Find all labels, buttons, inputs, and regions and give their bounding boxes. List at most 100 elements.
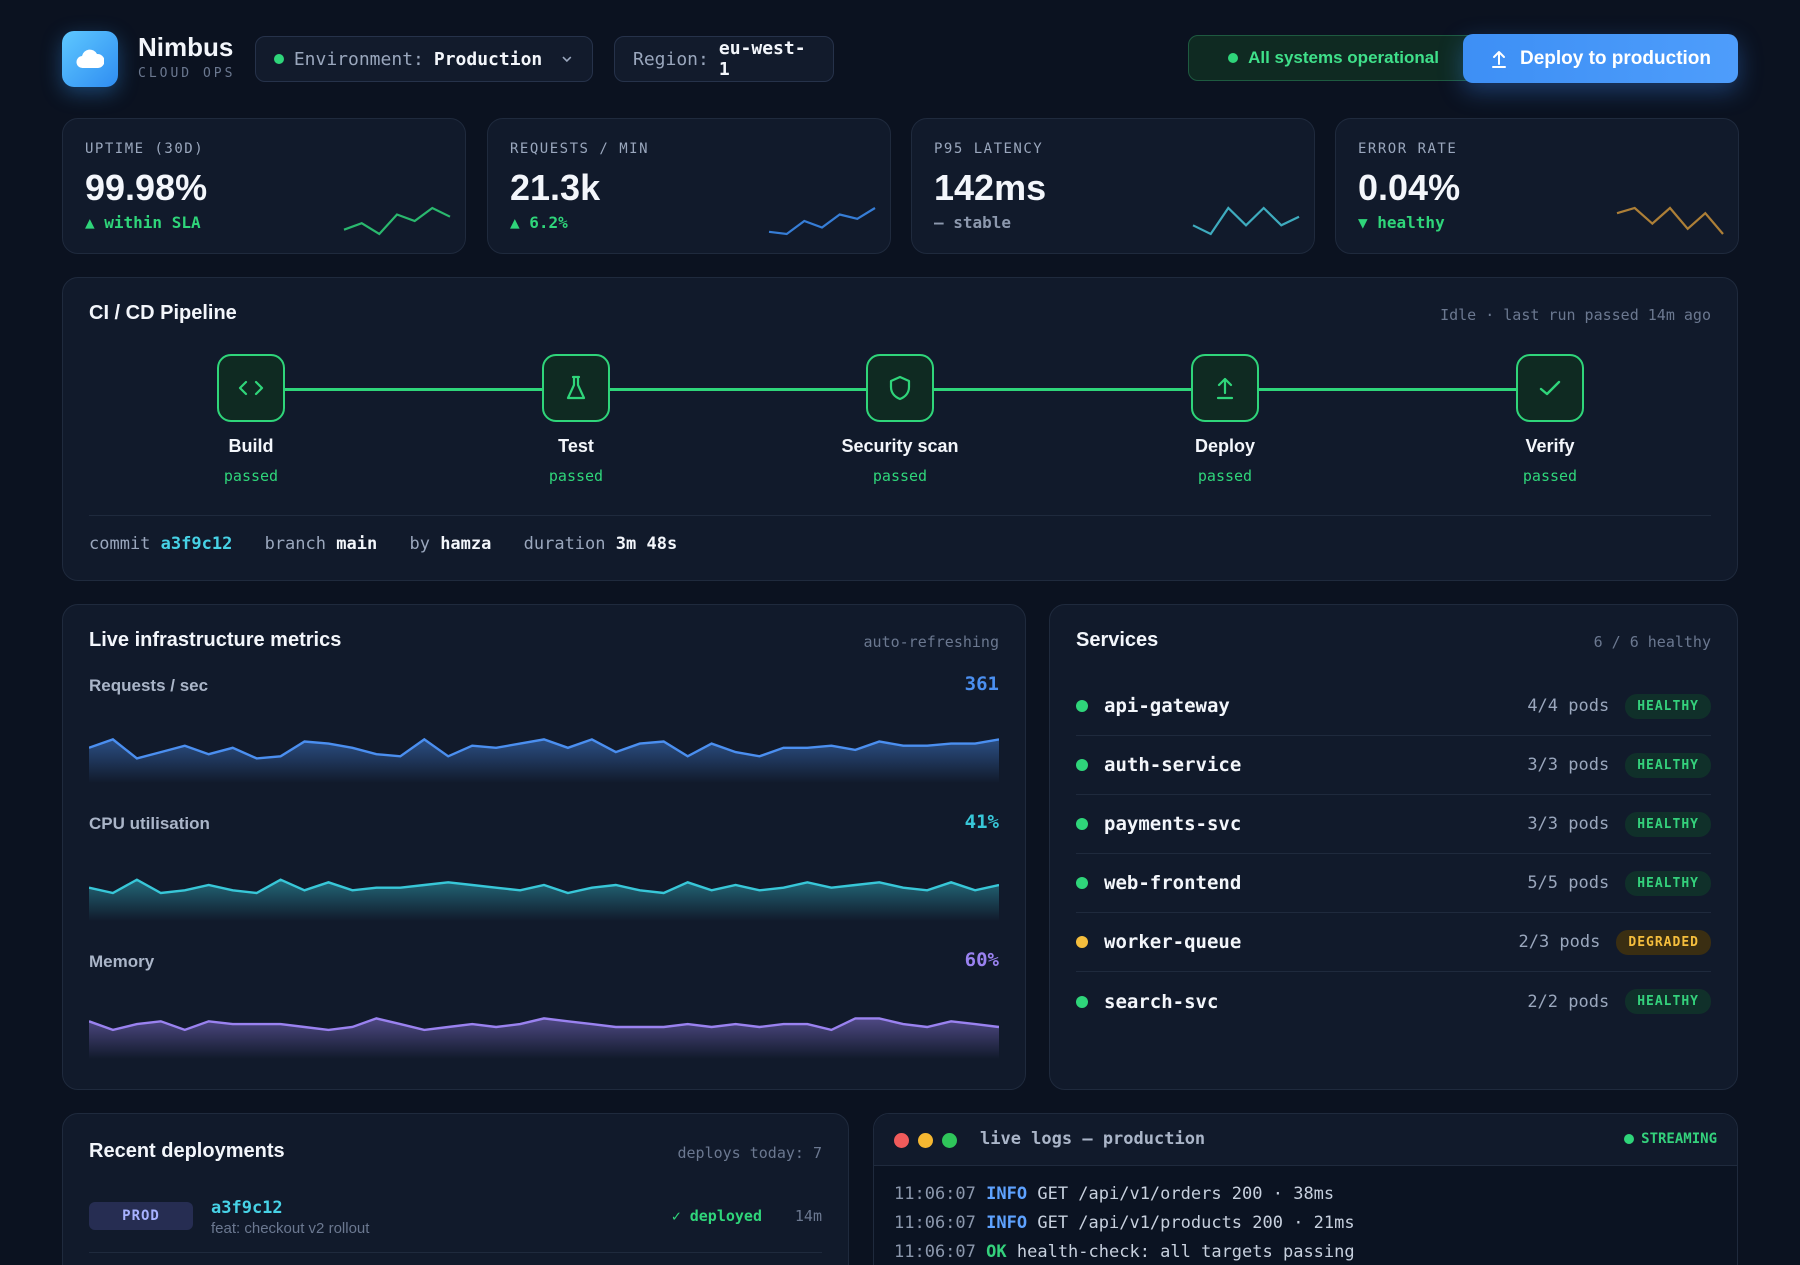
window-minimize-dot[interactable] bbox=[918, 1133, 933, 1148]
log-level: INFO bbox=[986, 1213, 1028, 1233]
service-name: auth-service bbox=[1104, 754, 1242, 776]
window-maximize-dot[interactable] bbox=[942, 1133, 957, 1148]
pipeline-stage-test[interactable]: Test passed bbox=[486, 354, 666, 485]
kpi-sparkline bbox=[768, 207, 876, 236]
sparkline-path bbox=[1192, 206, 1300, 236]
brand-name: Nimbus bbox=[138, 32, 234, 62]
metric-area bbox=[89, 739, 999, 783]
service-pods: 5/5 pods bbox=[1527, 873, 1610, 893]
memory-chart bbox=[89, 1017, 999, 1059]
service-status-dot bbox=[1076, 818, 1088, 830]
stage-name: Build bbox=[228, 436, 274, 456]
stage-status: passed bbox=[548, 467, 604, 485]
kpi-sparkline bbox=[343, 206, 451, 236]
kpi-label: UPTIME (30D) bbox=[85, 141, 205, 157]
log-timestamp: 11:06:07 bbox=[894, 1184, 976, 1204]
author-label: by bbox=[409, 534, 430, 554]
service-row[interactable]: search-svc 2/2 pods HEALTHY bbox=[1076, 972, 1711, 1031]
metric-label: Memory bbox=[89, 952, 155, 971]
metric-label: Requests / sec bbox=[89, 676, 209, 695]
service-name: search-svc bbox=[1104, 990, 1219, 1013]
live-logs-panel: live logs — production STREAMING 11:06:0… bbox=[873, 1113, 1738, 1265]
duration-value: 3m 48s bbox=[615, 534, 678, 554]
service-status-badge: HEALTHY bbox=[1625, 989, 1711, 1014]
log-line: 11:06:07 INFO GET /api/v1/products 200 ·… bbox=[894, 1213, 1355, 1233]
region-label: Region: bbox=[633, 48, 709, 70]
service-status-badge: HEALTHY bbox=[1625, 870, 1711, 896]
system-status-text: All systems operational bbox=[1248, 48, 1439, 67]
metric-value: 60% bbox=[964, 949, 999, 971]
metrics-title: Live infrastructure metrics bbox=[89, 629, 342, 651]
service-status-dot bbox=[1076, 759, 1088, 771]
log-level: OK bbox=[986, 1242, 1007, 1262]
streaming-label: STREAMING bbox=[1641, 1131, 1717, 1147]
deployment-divider bbox=[89, 1252, 822, 1253]
log-line: 11:06:07 INFO GET /api/v1/orders 200 · 3… bbox=[894, 1184, 1334, 1204]
deploy-to-production-button[interactable]: Deploy to production bbox=[1463, 34, 1738, 83]
pipeline-connector bbox=[1258, 388, 1516, 391]
services-health-summary: 6 / 6 healthy bbox=[1593, 633, 1711, 651]
code-icon bbox=[238, 380, 264, 396]
commit-label: commit bbox=[89, 534, 151, 554]
duration-label: duration bbox=[523, 534, 606, 554]
log-message: GET /api/v1/products 200 · 21ms bbox=[1037, 1213, 1355, 1233]
check-icon bbox=[1539, 380, 1561, 396]
service-status-badge: HEALTHY bbox=[1625, 693, 1711, 719]
upload-icon bbox=[1491, 50, 1506, 68]
metric-value: 361 bbox=[964, 673, 999, 695]
deployment-commit[interactable]: a3f9c12 bbox=[211, 1198, 283, 1218]
pipeline-stage-deploy[interactable]: Deploy passed bbox=[1135, 354, 1315, 485]
service-name: web-frontend bbox=[1104, 872, 1242, 894]
window-close-dot[interactable] bbox=[894, 1133, 909, 1148]
app-logo bbox=[62, 31, 118, 87]
deployments-count: deploys today: 7 bbox=[677, 1144, 823, 1162]
kpi-value: 99.98% bbox=[85, 167, 208, 208]
kpi-card-latency: P95 LATENCY 142ms — stable bbox=[911, 118, 1315, 254]
requests-chart bbox=[89, 737, 999, 783]
service-status-badge: DEGRADED bbox=[1616, 929, 1711, 955]
deploy-button-label: Deploy to production bbox=[1519, 47, 1712, 69]
upload-icon bbox=[1216, 377, 1234, 400]
metric-line bbox=[89, 1017, 999, 1032]
stage-name: Verify bbox=[1525, 436, 1575, 456]
service-row[interactable]: web-frontend 5/5 pods HEALTHY bbox=[1076, 854, 1711, 913]
streaming-indicator: STREAMING bbox=[1624, 1131, 1717, 1147]
metric-area bbox=[89, 1018, 999, 1059]
kpi-card-requests: REQUESTS / MIN 21.3k ▲ 6.2% bbox=[487, 118, 891, 254]
cloud-icon bbox=[76, 49, 104, 69]
kpi-delta: ▲ 6.2% bbox=[510, 213, 568, 232]
region-selector[interactable]: Region: eu-west-1 bbox=[614, 36, 834, 82]
service-name: api-gateway bbox=[1104, 695, 1230, 717]
kpi-delta: — stable bbox=[934, 213, 1012, 232]
log-line: 11:06:07 OK health-check: all targets pa… bbox=[894, 1242, 1355, 1262]
commit-hash[interactable]: a3f9c12 bbox=[160, 534, 233, 554]
recent-deployments-card: Recent deployments deploys today: 7 PROD… bbox=[62, 1113, 849, 1265]
logs-titlebar: live logs — production STREAMING bbox=[874, 1114, 1737, 1166]
environment-label: Environment: bbox=[293, 48, 424, 70]
pipeline-divider bbox=[89, 515, 1711, 516]
kpi-sparkline bbox=[1192, 206, 1300, 236]
service-row[interactable]: payments-svc 3/3 pods HEALTHY bbox=[1076, 795, 1711, 854]
pipeline-stage-build[interactable]: Build passed bbox=[161, 354, 341, 485]
service-row[interactable]: api-gateway 4/4 pods HEALTHY bbox=[1076, 677, 1711, 736]
pipeline-stage-security-scan[interactable]: Security scan passed bbox=[810, 354, 990, 485]
service-row[interactable]: auth-service 3/3 pods HEALTHY bbox=[1076, 736, 1711, 795]
sparkline-path bbox=[1616, 206, 1724, 235]
pipeline-connector bbox=[933, 388, 1191, 391]
deployment-status: ✓ deployed bbox=[671, 1207, 762, 1225]
environment-selector[interactable]: Environment: Production bbox=[255, 36, 593, 82]
service-name: worker-queue bbox=[1104, 931, 1242, 953]
service-pods: 3/3 pods bbox=[1527, 814, 1610, 834]
service-pods: 4/4 pods bbox=[1527, 696, 1610, 716]
log-timestamp: 11:06:07 bbox=[894, 1213, 976, 1233]
stage-name: Security scan bbox=[841, 436, 959, 456]
stage-status: passed bbox=[223, 467, 279, 485]
pipeline-stage-verify[interactable]: Verify passed bbox=[1460, 354, 1640, 485]
sparkline-path bbox=[768, 207, 876, 236]
metric-value: 41% bbox=[964, 811, 999, 833]
kpi-card-uptime: UPTIME (30D) 99.98% ▲ within SLA bbox=[62, 118, 466, 254]
status-dot bbox=[1228, 53, 1239, 63]
stage-status: passed bbox=[1522, 467, 1578, 485]
pipeline-connector bbox=[284, 388, 542, 391]
service-row[interactable]: worker-queue 2/3 pods DEGRADED bbox=[1076, 913, 1711, 972]
